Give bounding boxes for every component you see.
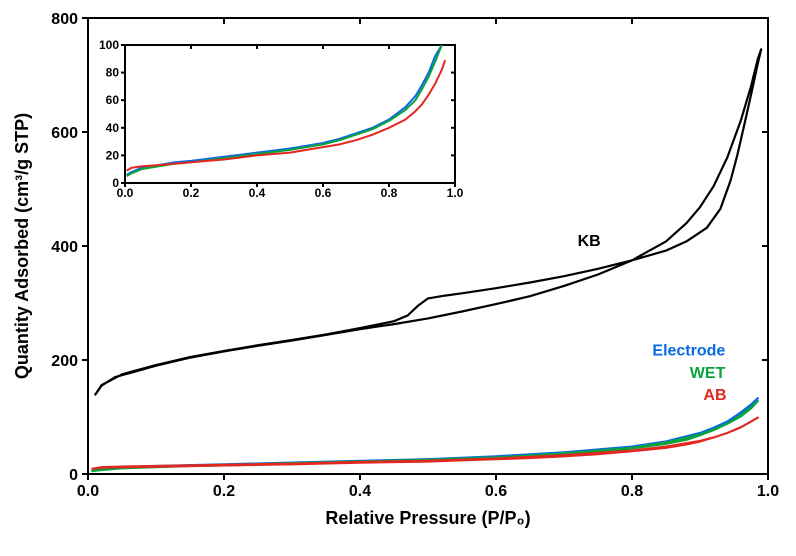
series-label-Electrode: Electrode	[652, 342, 725, 359]
y-tick-label: 400	[51, 239, 78, 256]
series-label-KB: KB	[578, 233, 601, 250]
inset-x-tick: 1.0	[447, 186, 464, 200]
x-tick-label: 0.4	[349, 483, 371, 500]
y-tick-label: 800	[51, 11, 78, 28]
x-tick-label: 0.0	[77, 483, 99, 500]
series-label-AB: AB	[703, 387, 726, 404]
inset-x-tick: 0.2	[183, 186, 200, 200]
inset-y-tick: 100	[99, 38, 119, 52]
inset-y-tick: 80	[106, 66, 120, 80]
inset-y-tick: 40	[106, 121, 120, 135]
x-tick-label: 0.6	[485, 483, 507, 500]
inset-x-tick: 0.6	[315, 186, 332, 200]
y-tick-label: 0	[69, 467, 78, 484]
inset-y-tick: 20	[106, 148, 120, 162]
inset-x-tick: 0.4	[249, 186, 266, 200]
y-tick-label: 200	[51, 353, 78, 370]
x-tick-label: 0.8	[621, 483, 643, 500]
inset-x-tick: 0.8	[381, 186, 398, 200]
y-axis-label: Quantity Adsorbed (cm³/g STP)	[12, 113, 32, 379]
inset-x-tick: 0.0	[117, 186, 134, 200]
inset-y-tick: 0	[112, 176, 119, 190]
adsorption-isotherm-chart: 0.00.20.40.60.81.00200400600800KBElectro…	[0, 0, 796, 556]
x-axis-label: Relative Pressure (P/P₀)	[325, 508, 530, 528]
inset-y-tick: 60	[106, 93, 120, 107]
x-tick-label: 1.0	[757, 483, 779, 500]
y-tick-label: 600	[51, 125, 78, 142]
series-label-WET: WET	[690, 365, 726, 382]
x-tick-label: 0.2	[213, 483, 235, 500]
